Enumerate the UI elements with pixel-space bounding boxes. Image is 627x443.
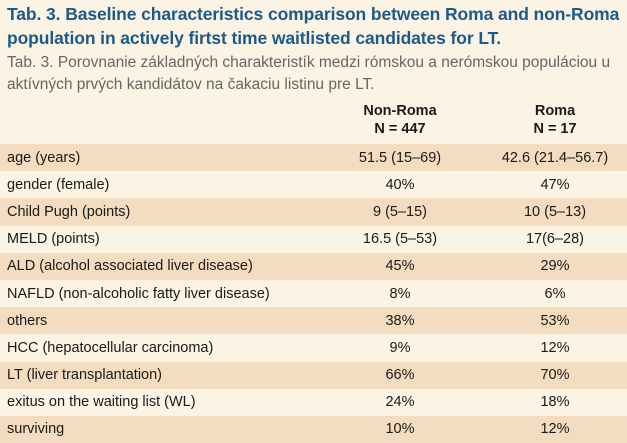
row-label: MELD (points) — [7, 231, 100, 248]
table-body: age (years) 51.5 (15–69) 42.6 (21.4–56.7) g… — [0, 144, 627, 443]
cell-roma: 12% — [540, 339, 570, 356]
cell-non-roma: 8% — [389, 285, 411, 302]
table-row: surviving 10% 12% — [0, 415, 627, 443]
cell-roma: 53% — [540, 312, 570, 329]
cell-roma: 29% — [540, 258, 570, 275]
column-header-name: Non-Roma — [363, 103, 437, 119]
row-label: gender (female) — [7, 176, 110, 193]
row-label: exitus on the waiting list (WL) — [7, 394, 196, 411]
cell-roma: 70% — [540, 367, 570, 384]
cell-roma: 17(6–28) — [525, 231, 585, 248]
table-row: NAFLD (non-alcoholic fatty liver disease… — [0, 280, 627, 307]
table-row: gender (female) 40% 47% — [0, 171, 627, 198]
row-label: LT (liver transplantation) — [7, 367, 163, 384]
table-title: Tab. 3. Baseline characteristics compari… — [7, 4, 620, 48]
table-row: Child Pugh (points) 9 (5–15) 10 (5–13) — [0, 198, 627, 226]
cell-roma: 10 (5–13) — [523, 203, 587, 220]
table-row: MELD (points) 16.5 (5–53) 17(6–28) — [0, 226, 627, 253]
cell-non-roma: 10% — [385, 421, 415, 438]
cell-non-roma: 51.5 (15–69) — [358, 149, 442, 166]
row-label: others — [7, 312, 48, 329]
table-row: exitus on the waiting list (WL) 24% 18% — [0, 389, 627, 416]
row-label: surviving — [7, 421, 65, 438]
cell-roma: 42.6 (21.4–56.7) — [501, 149, 609, 166]
cell-roma: 47% — [540, 176, 570, 193]
table-row: ALD (alcohol associated liver disease) 45… — [0, 252, 627, 280]
table-row: others 38% 53% — [0, 307, 627, 335]
table-header: Non-Roma N = 447 Roma N = 17 — [0, 100, 627, 140]
row-label: age (years) — [7, 149, 81, 166]
row-label: Child Pugh (points) — [7, 203, 131, 220]
table-row: age (years) 51.5 (15–69) 42.6 (21.4–56.7) — [0, 144, 627, 172]
column-header-non-roma: Non-Roma N = 447 — [330, 102, 470, 138]
column-header-name: Roma — [534, 103, 576, 119]
cell-non-roma: 9% — [389, 339, 411, 356]
column-header-n: N = 447 — [374, 121, 426, 137]
cell-non-roma: 24% — [385, 394, 415, 411]
cell-non-roma: 66% — [385, 367, 415, 384]
row-label: HCC (hepatocellular carcinoma) — [7, 339, 214, 356]
cell-non-roma: 45% — [385, 258, 415, 275]
row-label: NAFLD (non-alcoholic fatty liver disease… — [7, 285, 270, 302]
column-header-n: N = 17 — [533, 121, 577, 137]
column-header-roma: Roma N = 17 — [485, 102, 625, 138]
cell-non-roma: 40% — [385, 176, 415, 193]
cell-roma: 6% — [544, 285, 566, 302]
table-subtitle: Tab. 3. Porovnanie základných charakteri… — [7, 54, 611, 93]
cell-roma: 12% — [540, 421, 570, 438]
table-row: HCC (hepatocellular carcinoma) 9% 12% — [0, 334, 627, 361]
row-label: ALD (alcohol associated liver disease) — [7, 258, 253, 275]
cell-non-roma: 38% — [385, 312, 415, 329]
cell-non-roma: 16.5 (5–53) — [362, 231, 438, 248]
table-row: LT (liver transplantation) 66% 70% — [0, 361, 627, 389]
cell-roma: 18% — [540, 394, 570, 411]
cell-non-roma: 9 (5–15) — [372, 203, 427, 220]
